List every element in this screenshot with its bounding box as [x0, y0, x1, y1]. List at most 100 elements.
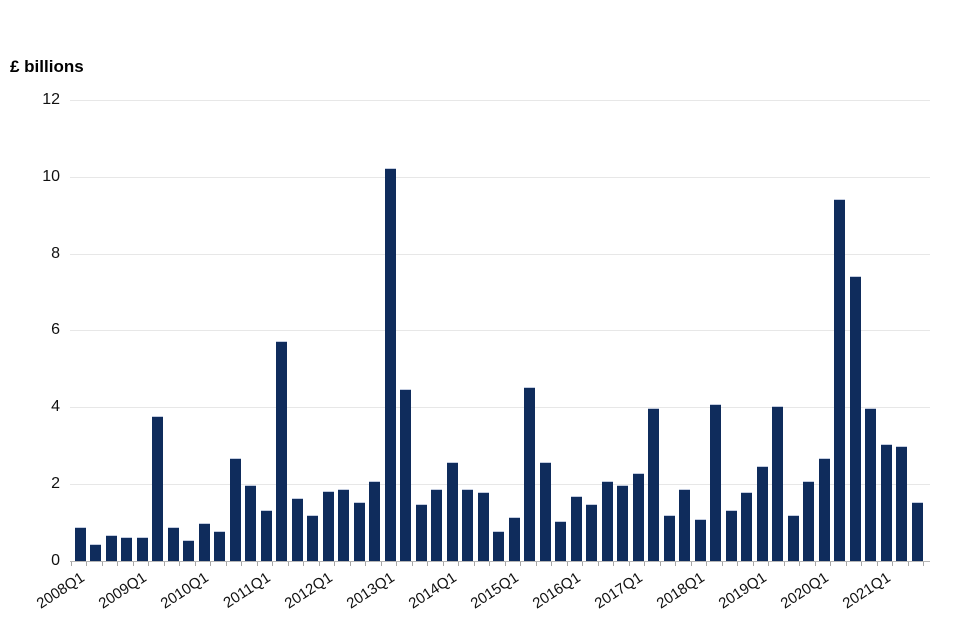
x-tick-mark — [783, 561, 785, 566]
x-tick-mark — [132, 561, 134, 566]
x-tick-label: 2020Q1 — [777, 569, 832, 613]
bar-2008Q4 — [121, 536, 132, 562]
bar-2013Q4 — [431, 488, 442, 562]
x-tick-mark — [70, 561, 72, 566]
x-tick-mark — [768, 561, 769, 566]
bar-2010Q1 — [198, 523, 210, 562]
bar-2013Q3 — [415, 503, 427, 562]
bar-2020Q4 — [865, 408, 876, 562]
y-tick-label: 2 — [51, 474, 60, 492]
x-tick-label: 2009Q1 — [95, 569, 150, 613]
bar-2019Q3 — [787, 515, 799, 562]
x-tick-mark — [411, 561, 413, 566]
x-tick-mark — [303, 561, 304, 566]
x-tick-mark — [861, 561, 862, 566]
bar-2010Q3 — [229, 457, 241, 562]
bar-2014Q3 — [477, 492, 489, 562]
x-tick-label: 2017Q1 — [591, 569, 646, 613]
x-tick-mark — [179, 561, 180, 566]
x-tick-mark — [504, 561, 506, 566]
bar-2009Q4 — [183, 540, 194, 562]
x-tick-mark — [737, 561, 738, 566]
bar-2013Q1 — [384, 168, 396, 562]
bar-2018Q2 — [710, 404, 721, 562]
x-tick-mark — [566, 561, 568, 566]
bar-2018Q4 — [741, 492, 752, 562]
bar-2015Q2 — [524, 386, 535, 562]
y-tick-label: 0 — [51, 551, 60, 569]
bar-2016Q3 — [601, 480, 613, 562]
bar-2012Q1 — [322, 490, 334, 562]
bar-2011Q2 — [276, 340, 287, 562]
bar-2013Q2 — [400, 388, 411, 562]
x-tick-mark — [334, 561, 335, 566]
gridline-y6 — [70, 330, 930, 332]
x-tick-label: 2014Q1 — [405, 569, 460, 613]
x-tick-mark — [256, 561, 258, 566]
x-tick-mark — [892, 561, 893, 566]
bar-2015Q4 — [555, 521, 566, 562]
x-tick-label: 2016Q1 — [529, 569, 584, 613]
x-tick-mark — [721, 561, 723, 566]
bar-2014Q4 — [493, 530, 504, 562]
x-tick-mark — [690, 561, 692, 566]
x-tick-mark — [349, 561, 351, 566]
x-tick-mark — [101, 561, 103, 566]
x-tick-mark — [380, 561, 382, 566]
x-tick-mark — [287, 561, 289, 566]
x-tick-label: 2019Q1 — [715, 569, 770, 613]
x-tick-label: 2021Q1 — [839, 569, 894, 613]
bar-2008Q1 — [74, 526, 86, 562]
bar-2009Q2 — [152, 415, 163, 562]
gridline-y10 — [70, 176, 930, 178]
x-tick-label: 2012Q1 — [281, 569, 336, 613]
bar-2016Q1 — [570, 496, 582, 562]
x-tick-label: 2013Q1 — [343, 569, 398, 613]
x-tick-mark — [272, 561, 273, 566]
bar-2018Q1 — [694, 519, 706, 562]
bar-2020Q3 — [849, 275, 861, 562]
x-tick-mark — [830, 561, 831, 566]
bar-2009Q3 — [167, 526, 179, 562]
bar-2019Q4 — [803, 480, 814, 562]
bar-2021Q2 — [896, 446, 907, 562]
x-tick-mark — [752, 561, 754, 566]
bar-2014Q1 — [446, 461, 458, 562]
x-tick-mark — [365, 561, 366, 566]
bar-2012Q4 — [369, 480, 380, 562]
x-tick-label: 2018Q1 — [653, 569, 708, 613]
bar-2012Q3 — [353, 502, 365, 562]
bar-2008Q2 — [90, 544, 101, 562]
bar-2017Q2 — [648, 408, 659, 562]
y-tick-label: 10 — [42, 167, 60, 185]
x-tick-label: 2015Q1 — [467, 569, 522, 613]
bar-2010Q2 — [214, 530, 225, 562]
x-tick-mark — [442, 561, 444, 566]
bar-2019Q2 — [772, 406, 783, 562]
bar-2020Q1 — [818, 457, 830, 562]
x-tick-mark — [597, 561, 599, 566]
x-tick-mark — [551, 561, 552, 566]
x-tick-mark — [163, 561, 165, 566]
x-tick-mark — [814, 561, 816, 566]
x-tick-mark — [489, 561, 490, 566]
x-tick-mark — [923, 561, 924, 566]
x-tick-label: 2010Q1 — [157, 569, 212, 613]
gridline-y12 — [70, 100, 930, 102]
y-tick-label: 8 — [51, 244, 60, 262]
x-tick-mark — [628, 561, 630, 566]
bar-2019Q1 — [756, 465, 768, 562]
chart-title: £ billions — [10, 57, 84, 76]
bar-2010Q4 — [245, 484, 256, 562]
x-tick-mark — [613, 561, 614, 566]
bar-2014Q2 — [462, 488, 473, 562]
x-tick-mark — [148, 561, 149, 566]
x-tick-mark — [225, 561, 227, 566]
bar-2015Q3 — [539, 461, 551, 562]
x-tick-mark — [396, 561, 397, 566]
bar-2017Q3 — [663, 515, 675, 562]
bar-2017Q1 — [632, 473, 644, 562]
bar-2011Q3 — [291, 498, 303, 562]
x-tick-mark — [210, 561, 211, 566]
